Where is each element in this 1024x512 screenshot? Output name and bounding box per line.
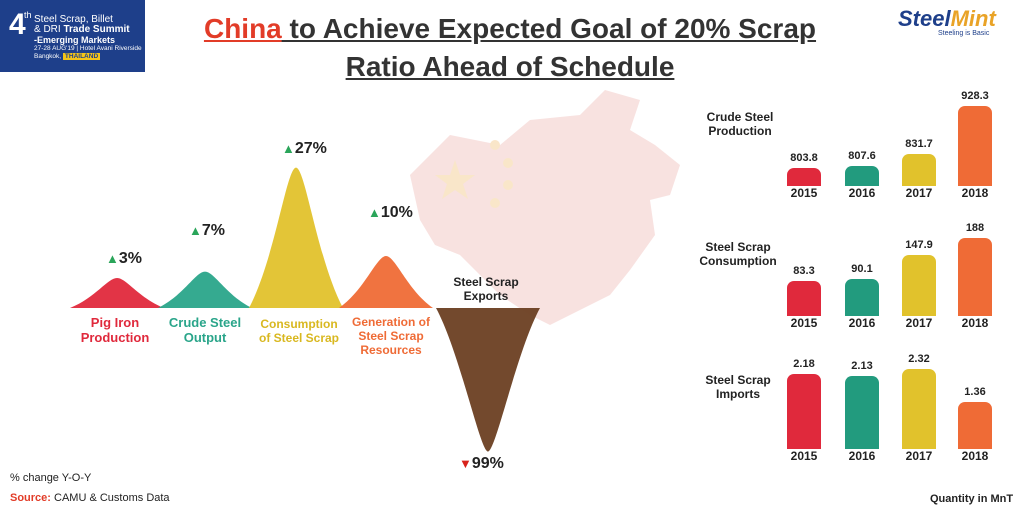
mini-bar	[958, 238, 992, 316]
arrow-down-icon: ▼	[459, 456, 472, 471]
yoy-note: % change Y-O-Y	[10, 472, 92, 484]
mini-chart-title: Steel Scrap Imports	[705, 373, 771, 401]
event-line-5-highlight: THAILAND	[62, 53, 101, 60]
pct-label: ▲7%	[189, 222, 225, 240]
title-line-1: to Achieve Expected Goal of 20% Scrap	[281, 13, 817, 44]
china-map-shape	[410, 90, 680, 325]
mini-bar	[845, 278, 879, 316]
mini-bar	[787, 168, 821, 186]
event-line-1: Steel Scrap, Billet	[34, 14, 113, 25]
peak-shape	[70, 278, 164, 308]
flag-star-small-icon	[490, 198, 500, 208]
flag-star-small-icon	[503, 180, 513, 190]
mini-bar	[845, 166, 879, 186]
logo-name-b: Mint	[950, 6, 996, 31]
mini-bar-value: 807.6	[848, 150, 876, 163]
peak-shape	[158, 271, 252, 308]
mini-bar-year: 2015	[790, 186, 818, 200]
page-title: China to Achieve Expected Goal of 20% Sc…	[160, 10, 860, 86]
mini-bar-value: 90.1	[851, 262, 873, 275]
logo-tagline: Steeling is Basic	[938, 30, 990, 37]
category-label: Steel Scrap Exports	[453, 275, 519, 303]
source-label: Source:	[10, 492, 51, 504]
mini-bar-year: 2018	[961, 449, 989, 463]
mini-bar-year: 2015	[790, 316, 818, 330]
mini-bar-year: 2018	[961, 186, 989, 200]
title-line-2: Ratio Ahead of Schedule	[345, 51, 675, 82]
category-label: Generation of Steel Scrap Resources	[351, 315, 430, 357]
arrow-up-icon: ▲	[282, 141, 295, 156]
mini-bar	[902, 254, 936, 316]
source-note: Source: CAMU & Customs Data	[10, 492, 170, 504]
mini-chart-title: Crude Steel Production	[706, 110, 774, 138]
title-highlight: China	[203, 13, 282, 44]
peak-shape	[339, 256, 433, 308]
mini-bar-value: 2.13	[851, 359, 873, 372]
mini-bar-value: 83.3	[793, 265, 815, 278]
pct-value: 99%	[471, 455, 504, 472]
pct-value: 27%	[294, 140, 327, 157]
flag-star-icon	[435, 160, 475, 199]
mini-bar-year: 2017	[905, 316, 933, 330]
unit-note: Quantity in MnT	[930, 493, 1014, 505]
pct-label: ▲27%	[282, 140, 327, 158]
event-number-suffix: th	[24, 10, 32, 20]
event-badge: 4 th Steel Scrap, Billet & DRI Trade Sum…	[0, 0, 145, 72]
flag-star-small-icon	[490, 140, 500, 150]
pct-value: 3%	[118, 250, 142, 267]
mini-bar-value: 831.7	[905, 138, 933, 151]
pct-value: 10%	[380, 204, 413, 221]
event-line-2-bold: Trade Summit	[63, 24, 130, 35]
event-line-3: -Emerging Markets	[34, 35, 116, 45]
event-line-5: Bangkok, THAILAND	[34, 53, 101, 60]
category-label: Consumption of Steel Scrap	[258, 317, 340, 345]
pct-label: ▲3%	[106, 250, 142, 268]
mini-bar	[958, 402, 992, 449]
event-line-2: & DRI Trade Summit	[34, 24, 130, 35]
event-line-4: 27-28 AUG'19 | Hotel Avani Riverside	[34, 45, 142, 52]
mini-bar-year: 2017	[905, 449, 933, 463]
mini-bar	[902, 369, 936, 449]
mini-bar-value: 928.3	[961, 90, 989, 102]
pct-value: 7%	[201, 222, 225, 239]
mini-bar-year: 2016	[848, 316, 876, 330]
china-map-watermark	[410, 90, 680, 325]
yoy-change-chart	[70, 167, 540, 452]
event-line-2-pre: & DRI	[34, 24, 64, 35]
peak-shape	[436, 308, 540, 452]
mini-bar-value: 2.32	[908, 353, 930, 365]
logo-name-a: Steel	[898, 6, 951, 31]
steelmint-logo: SteelMint Steeling is Basic	[898, 6, 1018, 37]
flag-star-small-icon	[503, 158, 513, 168]
event-number: 4	[9, 8, 26, 41]
arrow-up-icon: ▲	[106, 251, 119, 266]
mini-bar	[958, 106, 992, 186]
mini-bar-year: 2018	[961, 316, 989, 330]
arrow-up-icon: ▲	[368, 205, 381, 220]
mini-bar	[787, 373, 821, 449]
mini-bar-value: 2.18	[793, 357, 815, 370]
mini-bar-year: 2017	[905, 186, 933, 200]
peak-shape	[249, 167, 343, 308]
category-label: Crude Steel Output	[168, 315, 242, 345]
category-label: Pig Iron Production	[80, 315, 150, 345]
mini-bar-year: 2016	[848, 186, 876, 200]
mini-bar	[845, 375, 879, 449]
mini-bar-value: 147.9	[905, 238, 933, 251]
mini-bar-value: 188	[965, 222, 985, 234]
mini-bar-value: 1.36	[964, 386, 986, 399]
mini-bar-year: 2016	[848, 449, 876, 463]
mini-bar	[787, 281, 821, 316]
arrow-up-icon: ▲	[189, 223, 202, 238]
mini-bar	[902, 154, 936, 186]
pct-label: ▲10%	[368, 204, 413, 222]
pct-label: ▼99%	[459, 455, 504, 473]
source-text: CAMU & Customs Data	[50, 492, 170, 504]
mini-chart-title: Steel Scrap Consumption	[699, 240, 777, 268]
mini-bar-value: 803.8	[790, 152, 818, 165]
event-line-5-pre: Bangkok,	[34, 53, 63, 60]
mini-bar-year: 2015	[790, 449, 818, 463]
